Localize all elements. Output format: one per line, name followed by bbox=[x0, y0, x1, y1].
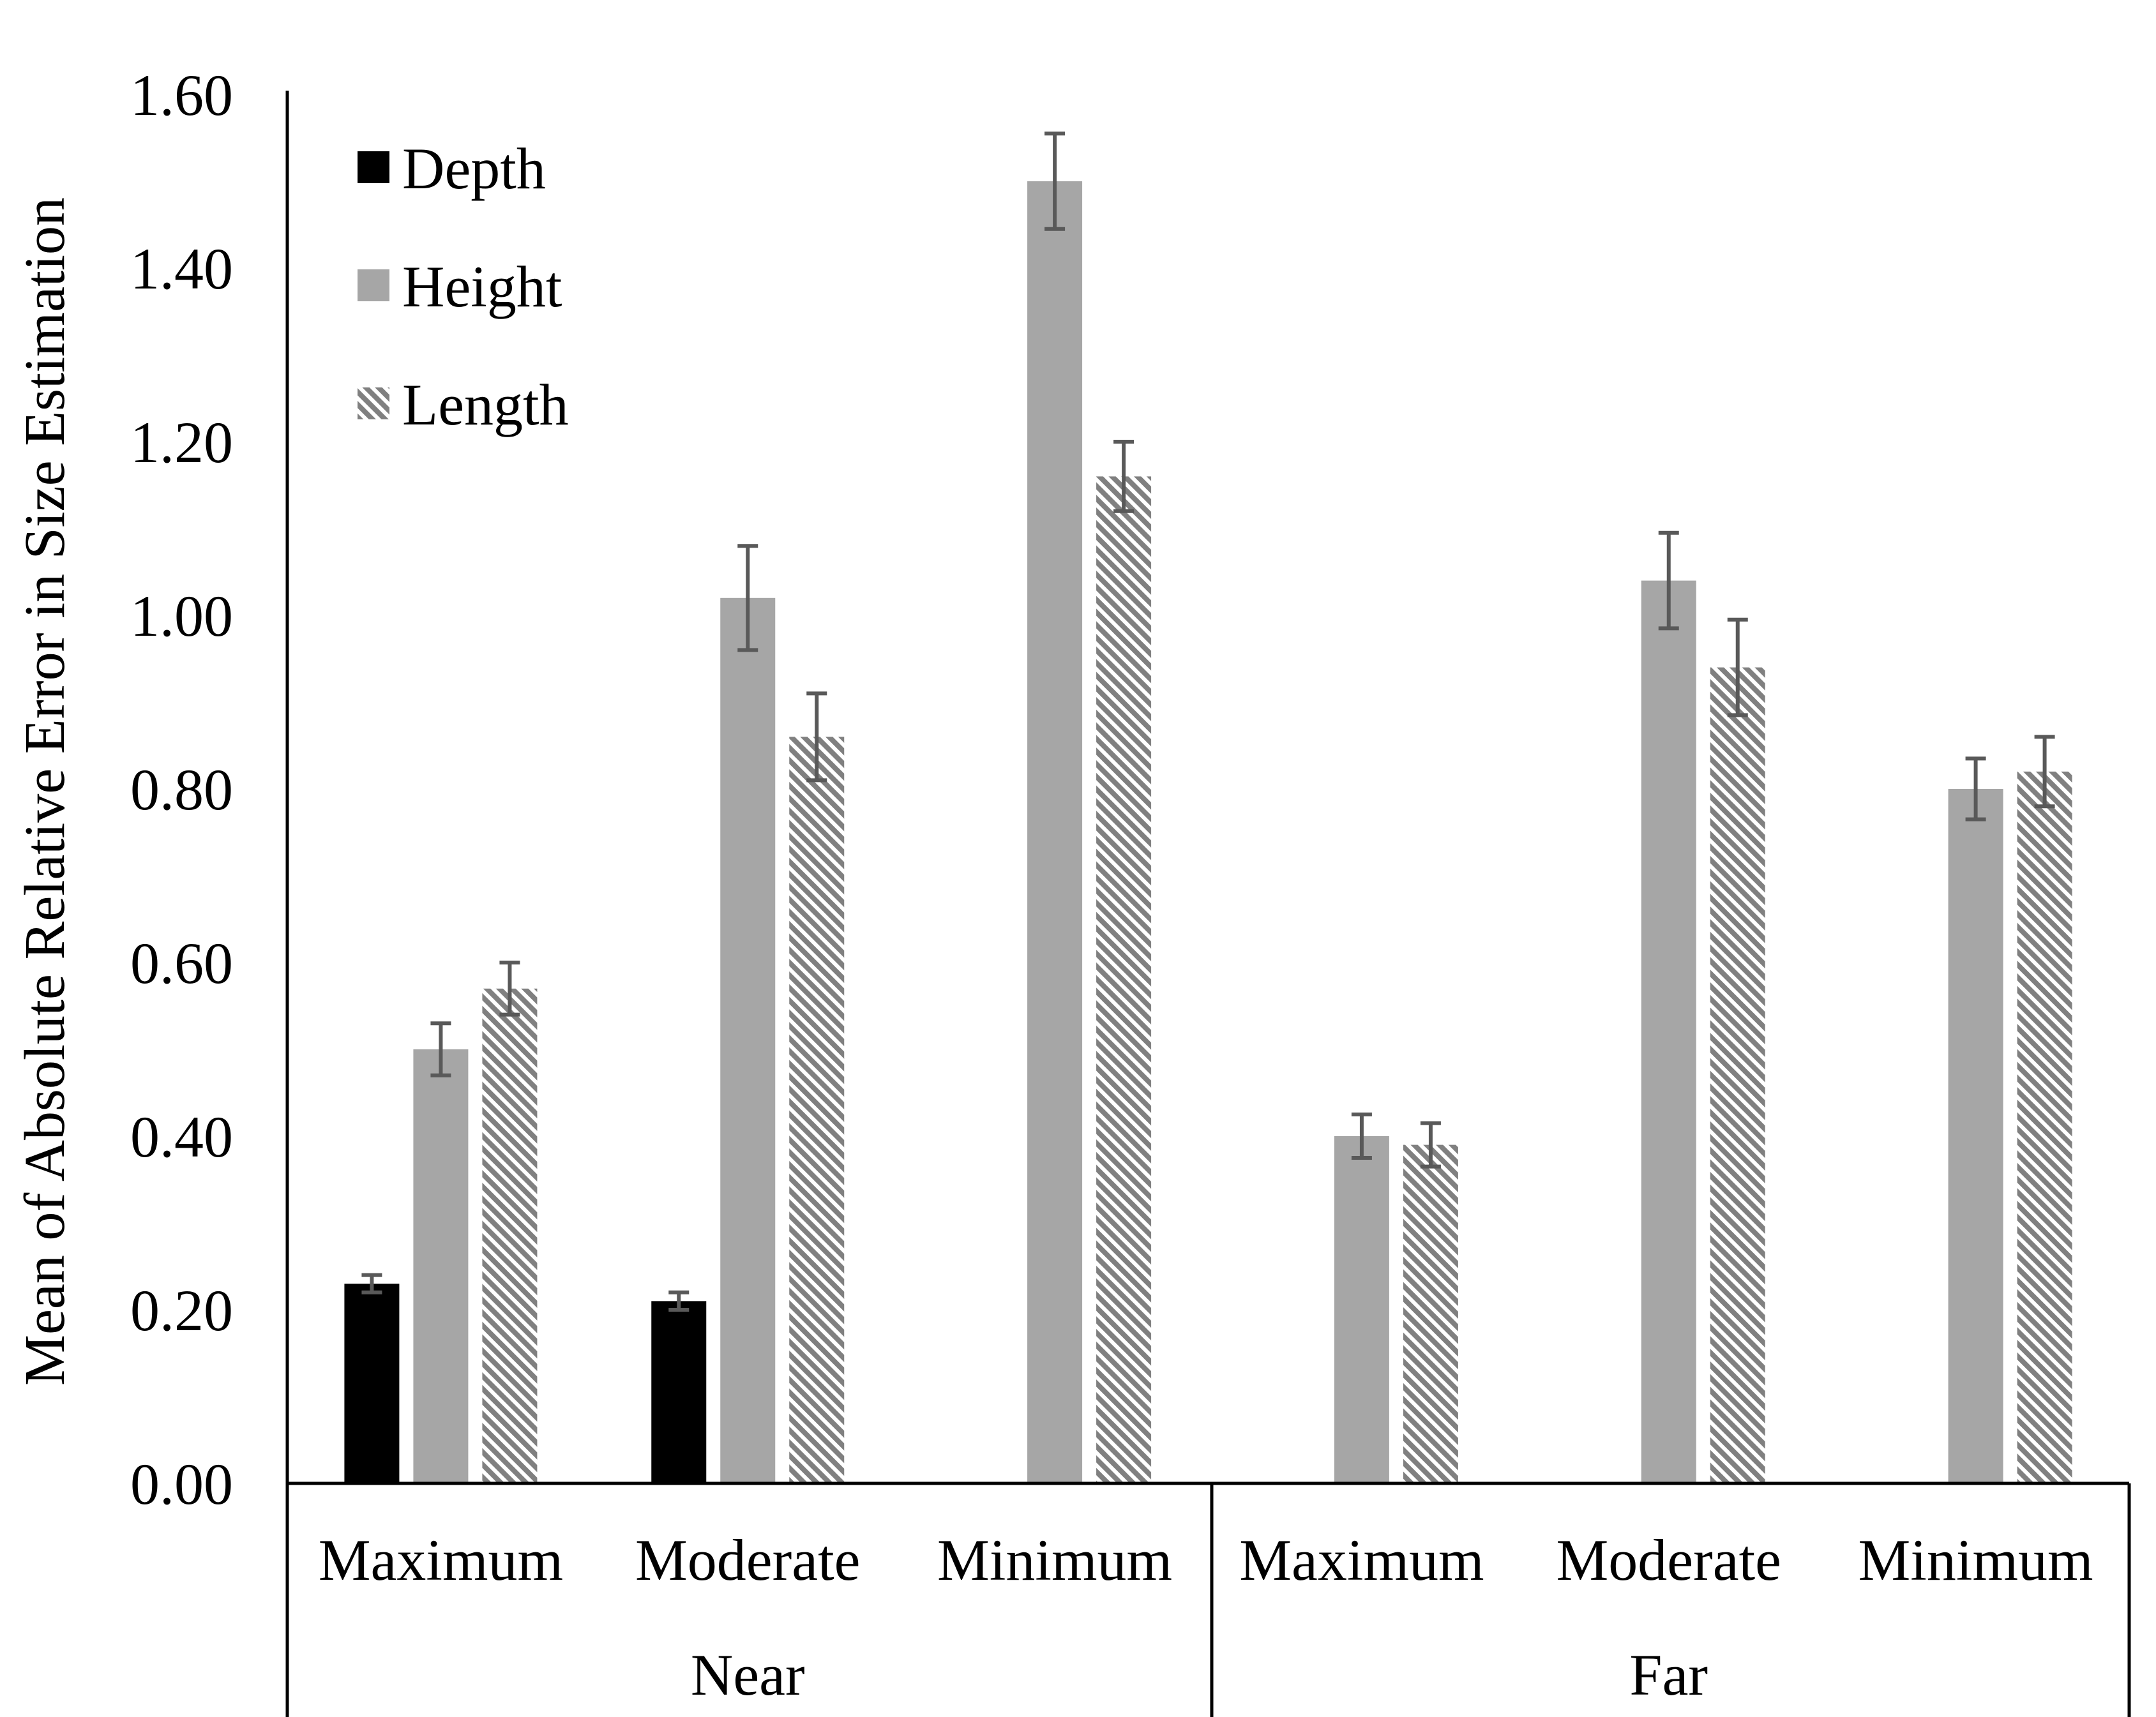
y-tick-label: 1.00 bbox=[130, 583, 233, 649]
category-label: Moderate bbox=[635, 1527, 861, 1593]
bar-height bbox=[1641, 580, 1696, 1483]
y-axis-ticks: 0.00 0.20 0.40 0.60 0.80 1.00 1.20 1.40 1.60 bbox=[130, 63, 233, 1517]
category-label: Minimum bbox=[937, 1527, 1172, 1593]
bar-length bbox=[1403, 1144, 1458, 1483]
y-tick-label: 0.40 bbox=[130, 1104, 233, 1169]
axes-layer bbox=[285, 91, 2131, 1717]
group-label-far: Far bbox=[1629, 1642, 1708, 1707]
y-tick-label: 1.20 bbox=[130, 410, 233, 475]
bar-length bbox=[482, 988, 538, 1483]
bar-length bbox=[1096, 476, 1152, 1483]
bar-height bbox=[1334, 1136, 1389, 1483]
bar-length bbox=[2017, 771, 2072, 1483]
bars-layer bbox=[344, 181, 2072, 1483]
y-axis-title: Mean of Absolute Relative Error in Size … bbox=[13, 197, 77, 1386]
y-tick-label: 1.40 bbox=[130, 236, 233, 301]
y-axis-label: Mean of Absolute Relative Error in Size … bbox=[13, 197, 77, 1386]
category-label: Moderate bbox=[1556, 1527, 1781, 1593]
category-label: Minimum bbox=[1858, 1527, 2093, 1593]
x-axis-labels: Maximum Moderate Minimum Near Maximum Moderat… bbox=[319, 1527, 2093, 1707]
bar-height bbox=[1948, 789, 2003, 1483]
legend-swatch-length bbox=[358, 387, 389, 419]
y-tick-label: 0.60 bbox=[130, 931, 233, 996]
legend: Depth Height Length bbox=[358, 136, 569, 437]
bar-height bbox=[720, 597, 776, 1483]
bar-depth bbox=[344, 1284, 400, 1483]
y-tick-label: 0.80 bbox=[130, 757, 233, 822]
category-label: Maximum bbox=[1239, 1527, 1484, 1593]
legend-swatch-depth bbox=[358, 151, 389, 183]
legend-label-depth: Depth bbox=[402, 136, 546, 201]
legend-swatch-height bbox=[358, 269, 389, 301]
y-tick-label: 0.00 bbox=[130, 1451, 233, 1517]
error-bars-layer bbox=[361, 131, 2055, 1312]
legend-label-length: Length bbox=[402, 372, 569, 437]
bar-height bbox=[413, 1049, 469, 1483]
category-label: Maximum bbox=[319, 1527, 563, 1593]
y-tick-label: 0.20 bbox=[130, 1278, 233, 1343]
legend-label-height: Height bbox=[402, 254, 562, 319]
bar-depth bbox=[651, 1301, 707, 1483]
y-tick-label: 1.60 bbox=[130, 63, 233, 128]
bar-height bbox=[1027, 181, 1083, 1483]
bar-length bbox=[1710, 667, 1765, 1483]
group-label-near: Near bbox=[691, 1642, 805, 1707]
bar-length bbox=[789, 737, 845, 1483]
